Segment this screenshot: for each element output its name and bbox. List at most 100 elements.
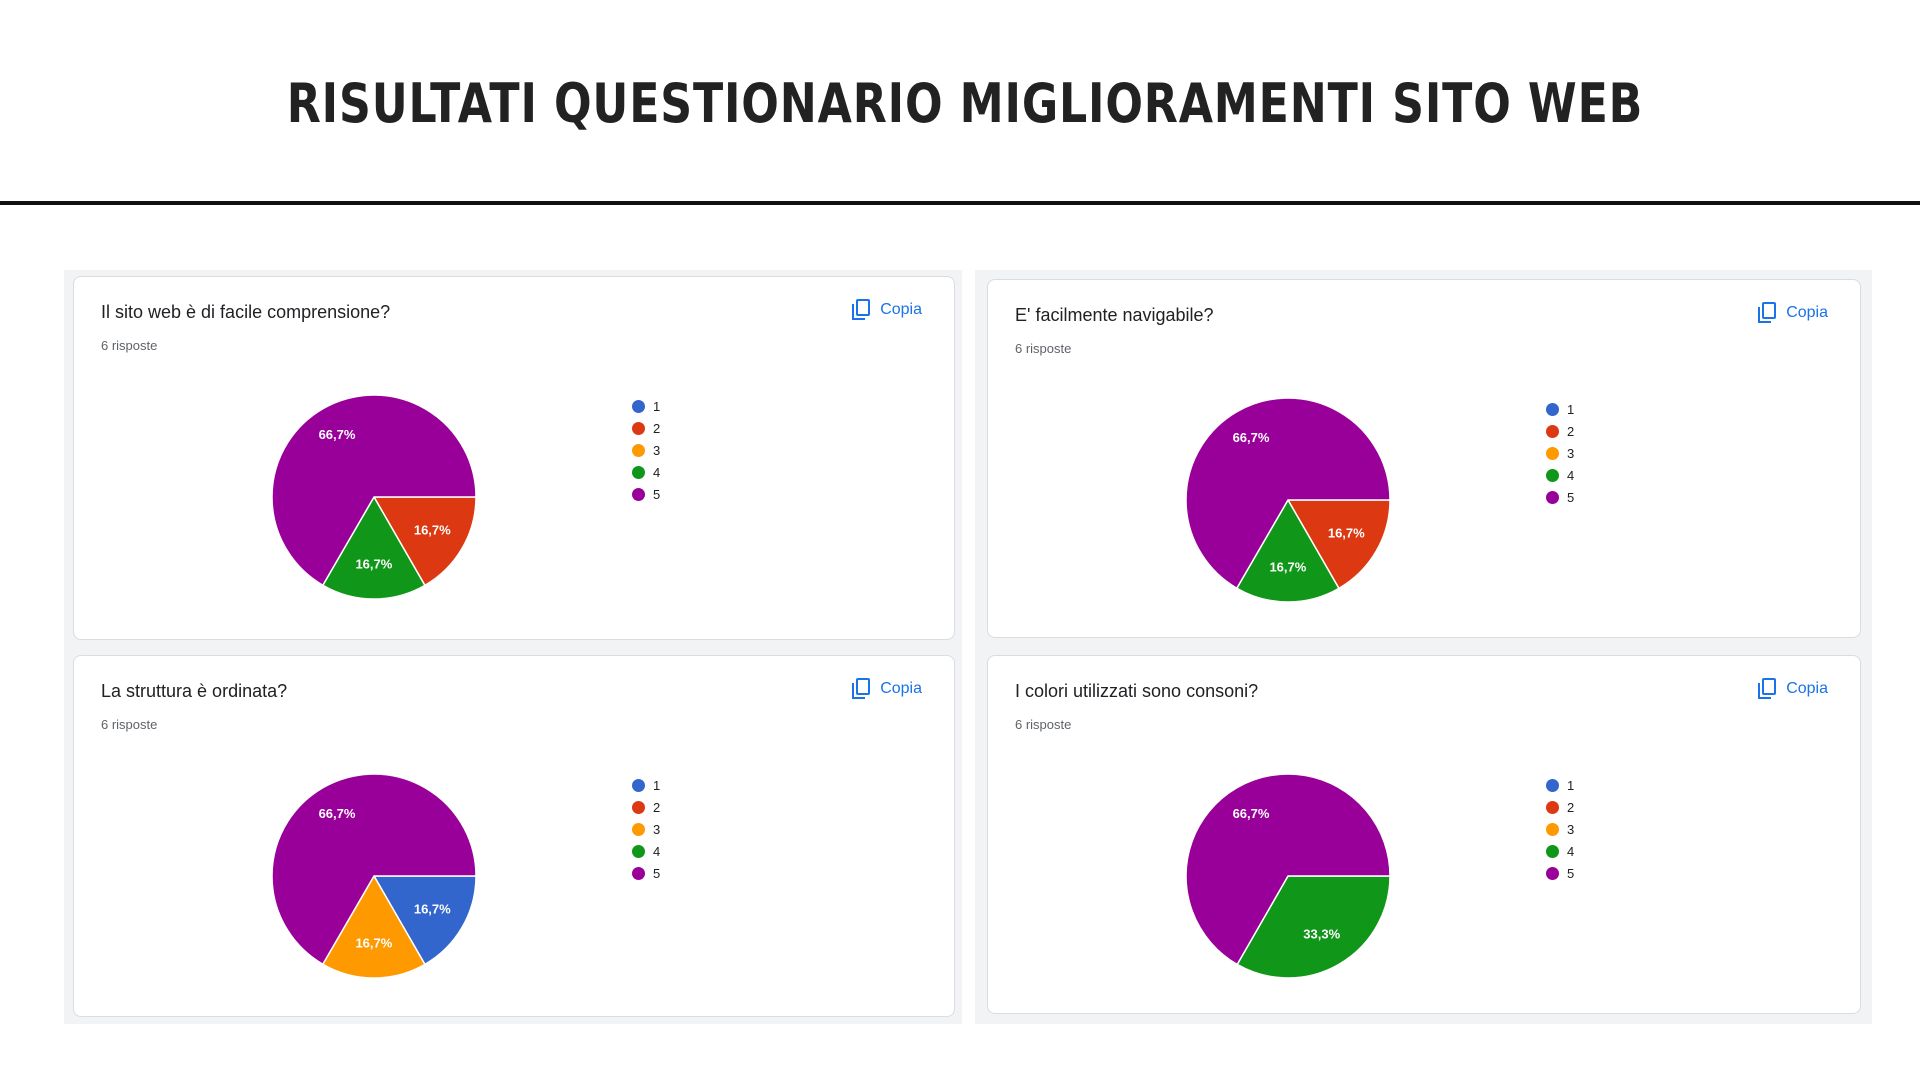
- page-title: RISULTATI QUESTIONARIO MIGLIORAMENTI SIT…: [286, 72, 1644, 135]
- legend-label: 1: [653, 777, 661, 793]
- legend-color-dot: [632, 822, 645, 836]
- legend-item-1[interactable]: 1: [1546, 398, 1574, 420]
- legend-item-2[interactable]: 2: [1546, 796, 1574, 818]
- legend-item-1[interactable]: 1: [1546, 774, 1574, 796]
- legend-color-dot: [1546, 800, 1559, 814]
- copy-icon: [1758, 678, 1777, 699]
- question-card: I colori utilizzati sono consoni? 6 rispo…: [987, 655, 1861, 1014]
- legend-label: 4: [1567, 467, 1575, 483]
- legend-color-dot: [632, 465, 645, 479]
- legend-color-dot: [1546, 468, 1559, 482]
- legend-item-3[interactable]: 3: [1546, 442, 1574, 464]
- pie-slice-5[interactable]: [271, 394, 477, 587]
- legend-label: 1: [1567, 777, 1575, 793]
- pie-slice-3[interactable]: [321, 874, 426, 979]
- legend-color-dot: [1546, 822, 1559, 836]
- legend-item-1[interactable]: 1: [632, 395, 660, 417]
- legend-item-3[interactable]: 3: [632, 439, 660, 461]
- chart-legend: 1 2 3 4 5: [632, 395, 660, 505]
- copy-button[interactable]: Copia: [1757, 302, 1828, 324]
- copy-icon: [852, 678, 871, 699]
- legend-label: 3: [653, 442, 661, 458]
- slice-label-5: 66,7%: [319, 427, 356, 442]
- legend-label: 5: [653, 865, 661, 881]
- response-count: 6 risposte: [1015, 341, 1072, 356]
- pie-slice-4[interactable]: [1236, 875, 1391, 979]
- legend-color-dot: [1546, 844, 1559, 858]
- legend-label: 2: [653, 799, 661, 815]
- legend-item-3[interactable]: 3: [632, 818, 660, 840]
- legend-item-2[interactable]: 2: [632, 796, 660, 818]
- legend-item-5[interactable]: 5: [1546, 862, 1574, 884]
- legend-color-dot: [1546, 866, 1559, 880]
- legend-label: 4: [653, 464, 661, 480]
- response-count: 6 risposte: [101, 338, 158, 353]
- legend-item-4[interactable]: 4: [632, 461, 660, 483]
- chart-legend: 1 2 3 4 5: [1546, 774, 1574, 884]
- chart-legend: 1 2 3 4 5: [632, 774, 660, 884]
- legend-color-dot: [632, 421, 645, 435]
- question-title: I colori utilizzati sono consoni?: [1015, 681, 1259, 701]
- title-divider: [0, 201, 1920, 205]
- legend-item-4[interactable]: 4: [1546, 464, 1574, 486]
- slice-label-5: 66,7%: [1233, 806, 1270, 821]
- legend-color-dot: [632, 866, 645, 880]
- slice-label-4: 16,7%: [355, 556, 392, 571]
- copy-label: Copia: [880, 680, 922, 697]
- pie-slice-5[interactable]: [271, 773, 477, 966]
- legend-color-dot: [632, 487, 645, 501]
- legend-item-3[interactable]: 3: [1546, 818, 1574, 840]
- response-count: 6 risposte: [101, 717, 158, 732]
- legend-label: 2: [1567, 423, 1575, 439]
- slice-label-4: 16,7%: [1269, 559, 1306, 574]
- question-card: La struttura è ordinata? 6 risposte Copia 1…: [73, 655, 955, 1017]
- question-title: La struttura è ordinata?: [101, 681, 288, 701]
- slice-label-2: 16,7%: [414, 523, 451, 538]
- pie-slice-2[interactable]: [372, 496, 477, 587]
- pie-slice-5[interactable]: [1185, 773, 1391, 966]
- legend-color-dot: [1546, 446, 1559, 460]
- legend-color-dot: [632, 800, 645, 814]
- legend-label: 2: [1567, 799, 1575, 815]
- pie-chart: 16,7% 16,7% 66,7%: [1185, 397, 1391, 603]
- question-title: Il sito web è di facile comprensione?: [101, 302, 391, 322]
- legend-label: 2: [653, 420, 661, 436]
- legend-label: 3: [1567, 445, 1575, 461]
- legend-item-1[interactable]: 1: [632, 774, 660, 796]
- pie-chart: 33,3% 66,7%: [1185, 773, 1391, 979]
- copy-button[interactable]: Copia: [851, 678, 922, 700]
- legend-label: 3: [1567, 821, 1575, 837]
- legend-label: 4: [653, 843, 661, 859]
- legend-color-dot: [1546, 490, 1559, 504]
- slice-label-5: 66,7%: [1233, 430, 1270, 445]
- copy-icon: [852, 299, 871, 320]
- copy-button[interactable]: Copia: [1757, 678, 1828, 700]
- legend-item-4[interactable]: 4: [632, 840, 660, 862]
- legend-color-dot: [1546, 778, 1559, 792]
- pie-slice-4[interactable]: [1235, 498, 1340, 603]
- legend-color-dot: [632, 844, 645, 858]
- pie-slice-1[interactable]: [372, 875, 477, 966]
- question-title: E' facilmente navigabile?: [1015, 305, 1214, 325]
- legend-item-2[interactable]: 2: [1546, 420, 1574, 442]
- legend-color-dot: [632, 443, 645, 457]
- response-count: 6 risposte: [1015, 717, 1072, 732]
- legend-item-5[interactable]: 5: [632, 483, 660, 505]
- legend-label: 5: [1567, 489, 1575, 505]
- pie-slice-5[interactable]: [1185, 397, 1391, 590]
- legend-item-2[interactable]: 2: [632, 417, 660, 439]
- pie-slice-4[interactable]: [321, 495, 426, 600]
- legend-label: 4: [1567, 843, 1575, 859]
- question-card: E' facilmente navigabile? 6 risposte Copia…: [987, 279, 1861, 638]
- legend-label: 1: [1567, 401, 1575, 417]
- copy-label: Copia: [1786, 680, 1828, 697]
- pie-chart: 16,7% 16,7% 66,7%: [271, 394, 477, 600]
- pie-slice-2[interactable]: [1286, 499, 1391, 590]
- legend-item-5[interactable]: 5: [632, 862, 660, 884]
- legend-color-dot: [1546, 402, 1559, 416]
- legend-label: 5: [653, 486, 661, 502]
- legend-item-5[interactable]: 5: [1546, 486, 1574, 508]
- legend-item-4[interactable]: 4: [1546, 840, 1574, 862]
- legend-color-dot: [632, 399, 645, 413]
- copy-button[interactable]: Copia: [851, 299, 922, 321]
